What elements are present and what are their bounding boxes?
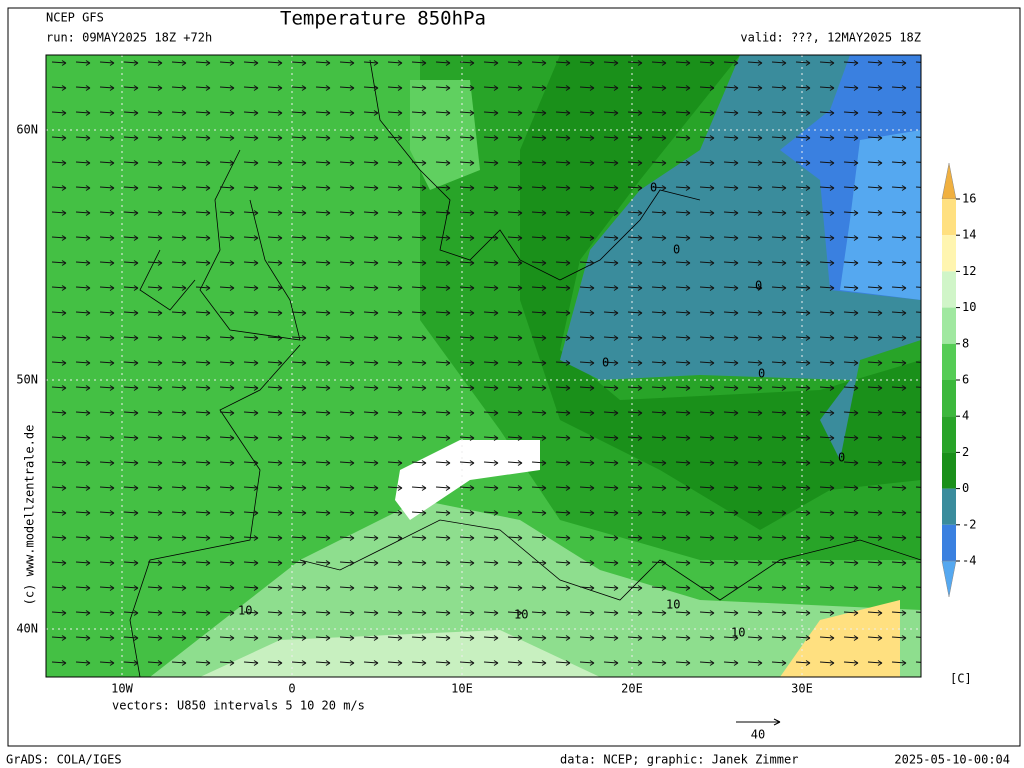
colorbar-band [942,488,956,525]
run: run: 09MAY2025 18Z +72h [46,31,212,45]
contour-label: 0 [650,181,657,195]
lon-label: 0 [288,682,295,696]
map-border [45,54,922,678]
reference-arrowhead [773,718,781,726]
footer-right: 2025-05-10-00:04 [894,753,1010,767]
contour-label: 10 [238,604,252,618]
colorbar-band [942,416,956,453]
contour-label: 0 [758,367,765,381]
reference-vector: 40 [751,728,765,742]
colorbar-tick-label: 8 [962,336,969,350]
vectors-note: vectors: U850 intervals 5 10 20 m/s [112,699,365,713]
footer-left: GrADS: COLA/IGES [6,753,122,767]
contour-label: 0 [755,279,762,293]
contour-label: 0 [602,356,609,370]
colorbar-tick-label: 16 [962,192,976,206]
colorbar-band [942,380,956,417]
contour-label: 10 [666,598,680,612]
lat-label: 50N [16,373,38,387]
frame [7,7,1021,747]
lon-label: 20E [621,682,643,696]
contour-label: 10 [514,608,528,622]
colorbar-tick-label: -2 [962,517,976,531]
lat-label: 40N [16,622,38,636]
map: 0 0 0 0 0 0 10 10 10 10 [46,55,921,677]
colorbar-band [942,271,956,308]
colorbar-extension [941,560,957,598]
colorbar-band [942,452,956,489]
lon-label: 10W [111,682,133,696]
colorbar-extension [941,162,957,200]
title: Temperature 850hPa [280,8,486,30]
lon-label: 30E [791,682,813,696]
colorbar-tick-label: 4 [962,409,969,423]
colorbar-band [942,235,956,272]
lat-label: 60N [16,123,38,137]
model: NCEP GFS [46,11,104,25]
contour-label: 0 [673,243,680,257]
footer-center: data: NCEP; graphic: Janek Zimmer [560,753,798,767]
colorbar-tick-label: 14 [962,228,976,242]
contour-label: 0 [838,451,845,465]
colorbar-band [942,524,956,561]
wind-vectors [46,55,921,677]
colorbar: 16 14 12 10 8 6 4 2 0 -2 -4 [941,162,976,598]
contour-labels: 0 0 0 0 0 0 10 10 10 10 [238,181,845,640]
colorbar-band [942,343,956,380]
colorbar-tick-label: -4 [962,554,976,568]
valid: valid: ???, 12MAY2025 18Z [740,31,921,45]
contour-label: 10 [731,626,745,640]
colorbar-tick-label: 6 [962,373,969,387]
colorbar-tick-label: 0 [962,481,969,495]
colorbar-tick-label: 2 [962,445,969,459]
colorbar-tick-label: 12 [962,264,976,278]
lon-label: 10E [451,682,473,696]
colorbar-band [942,307,956,344]
colorbar-tick-label: 10 [962,300,976,314]
credit: (c) www.modellzentrale.de [23,425,37,606]
colorbar-unit: [C] [950,672,972,686]
colorbar-band [942,199,956,236]
